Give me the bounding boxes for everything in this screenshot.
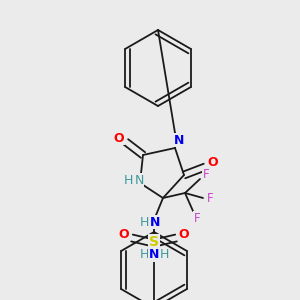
Text: N: N bbox=[134, 173, 144, 187]
Text: H: H bbox=[139, 248, 149, 262]
Text: S: S bbox=[149, 235, 159, 249]
Text: H: H bbox=[123, 173, 133, 187]
Text: F: F bbox=[194, 212, 200, 224]
Text: H: H bbox=[139, 215, 149, 229]
Text: F: F bbox=[207, 191, 213, 205]
Text: F: F bbox=[203, 169, 209, 182]
Text: O: O bbox=[208, 157, 218, 169]
Text: O: O bbox=[114, 131, 124, 145]
Text: N: N bbox=[150, 215, 160, 229]
Text: N: N bbox=[174, 134, 184, 146]
Text: H: H bbox=[159, 248, 169, 262]
Text: N: N bbox=[149, 248, 159, 262]
Text: O: O bbox=[119, 229, 129, 242]
Text: O: O bbox=[179, 229, 189, 242]
